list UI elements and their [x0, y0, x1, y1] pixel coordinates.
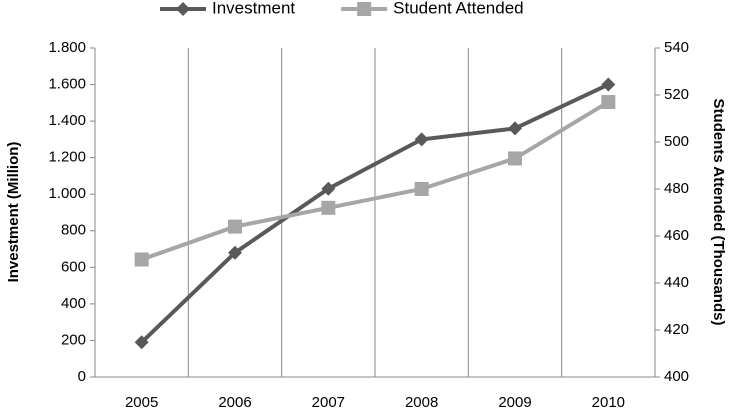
y2-tick-label: 440 [664, 274, 689, 291]
legend-marker [357, 2, 372, 16]
y2-tick-label: 420 [664, 321, 689, 338]
y-tick-label: 600 [61, 258, 86, 275]
x-tick-label: 2006 [218, 394, 251, 410]
y2-tick-label: 480 [664, 180, 689, 197]
y-tick-label: 1.400 [48, 112, 86, 129]
x-tick-label: 2005 [125, 394, 158, 410]
data-point [321, 181, 336, 196]
data-point [228, 219, 242, 234]
data-point [601, 77, 616, 92]
data-point [414, 182, 429, 196]
series-line [140, 82, 610, 344]
y-tick-label: 1.600 [48, 76, 86, 93]
data-point [228, 245, 242, 260]
legend-label: Investment [212, 0, 295, 17]
data-point [134, 252, 149, 267]
y2-tick-label: 500 [664, 133, 689, 150]
series-line [141, 100, 610, 262]
y2-axis-title: Students Attended (Thousands) [710, 99, 727, 326]
y2-tick-label: 540 [664, 39, 689, 56]
y-tick-label: 1.200 [48, 149, 86, 166]
data-point [508, 121, 522, 136]
legend-label: Student Attended [393, 0, 523, 17]
y-tick-label: 400 [61, 295, 86, 312]
x-tick-label: 2007 [312, 394, 345, 410]
y2-tick-label: 520 [664, 86, 689, 103]
y-tick-label: 800 [61, 222, 86, 239]
y-tick-label: 1.800 [48, 39, 86, 56]
data-point [134, 335, 149, 350]
y-tick-label: 1.000 [48, 185, 86, 202]
data-point [414, 132, 429, 147]
x-tick-label: 2010 [592, 394, 625, 410]
data-point [508, 151, 522, 166]
legend-marker [176, 2, 190, 16]
data-point [601, 95, 616, 110]
y-tick-label: 0 [78, 368, 86, 385]
x-tick-label: 2008 [405, 394, 438, 410]
x-tick-label: 2009 [498, 394, 531, 410]
y-tick-label: 200 [61, 331, 86, 348]
y-axis-title: Investment (Million) [5, 142, 22, 283]
y2-tick-label: 400 [664, 368, 689, 385]
y2-tick-label: 460 [664, 227, 689, 244]
data-point [321, 200, 336, 215]
